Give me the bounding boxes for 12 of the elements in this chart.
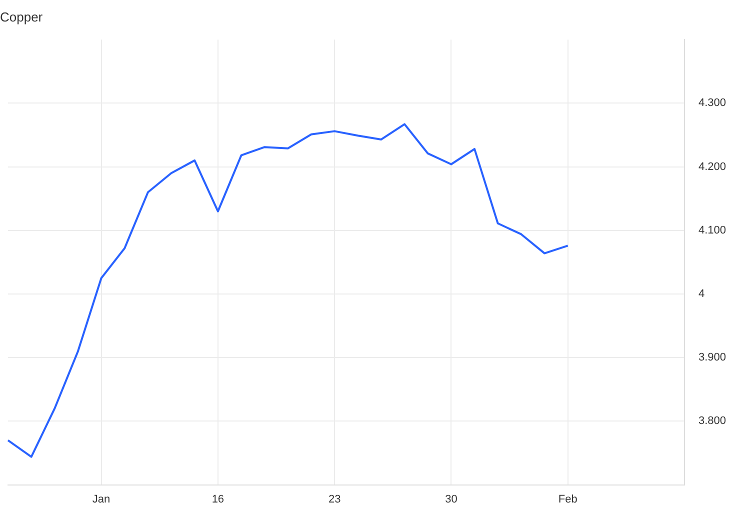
y-tick-label: 4.100 — [698, 224, 726, 236]
x-tick-label: 30 — [445, 493, 458, 506]
y-tick-label: 3.900 — [698, 352, 726, 364]
x-tick-label: Jan — [92, 493, 110, 506]
x-tick-label: Feb — [558, 493, 578, 506]
x-tick-label: 16 — [212, 493, 224, 506]
y-tick-label: 4 — [698, 288, 705, 300]
x-tick-label: 23 — [328, 493, 341, 506]
y-tick-label: 4.200 — [698, 160, 726, 173]
y-tick-label: 4.300 — [698, 97, 726, 110]
chart-title: Copper — [0, 9, 44, 24]
y-tick-label: 3.800 — [698, 415, 726, 428]
